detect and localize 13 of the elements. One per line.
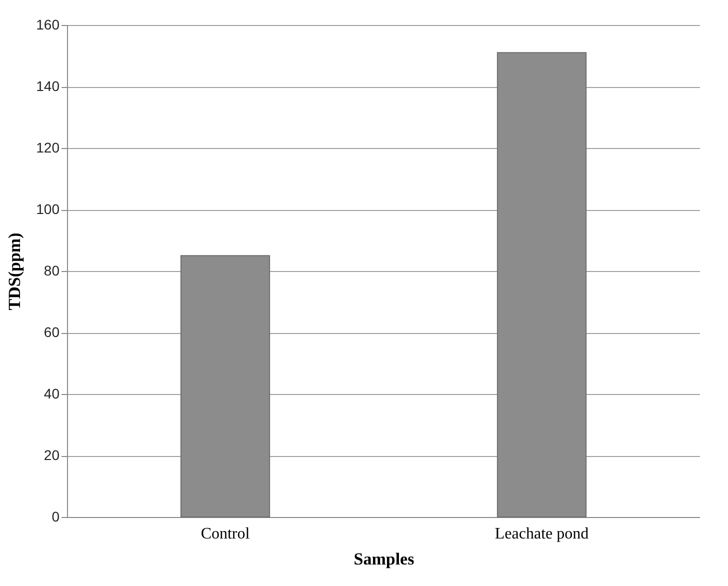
x-tick-label: Control <box>200 526 250 542</box>
y-tick-label: 100 <box>36 201 60 217</box>
y-tick-label: 120 <box>36 140 60 156</box>
x-tick-label: Leachate pond <box>494 526 589 542</box>
y-tick-label: 160 <box>36 16 60 32</box>
y-tick-label: 20 <box>44 447 60 463</box>
y-axis-title: TDS(ppm) <box>5 232 24 310</box>
y-tick-label: 140 <box>36 78 60 94</box>
y-tick-label: 40 <box>44 386 60 402</box>
y-tick-label: 0 <box>52 508 60 524</box>
y-tick-label: 60 <box>44 324 60 340</box>
x-axis-title: Samples <box>354 550 415 568</box>
y-tick-label: 80 <box>44 262 60 278</box>
